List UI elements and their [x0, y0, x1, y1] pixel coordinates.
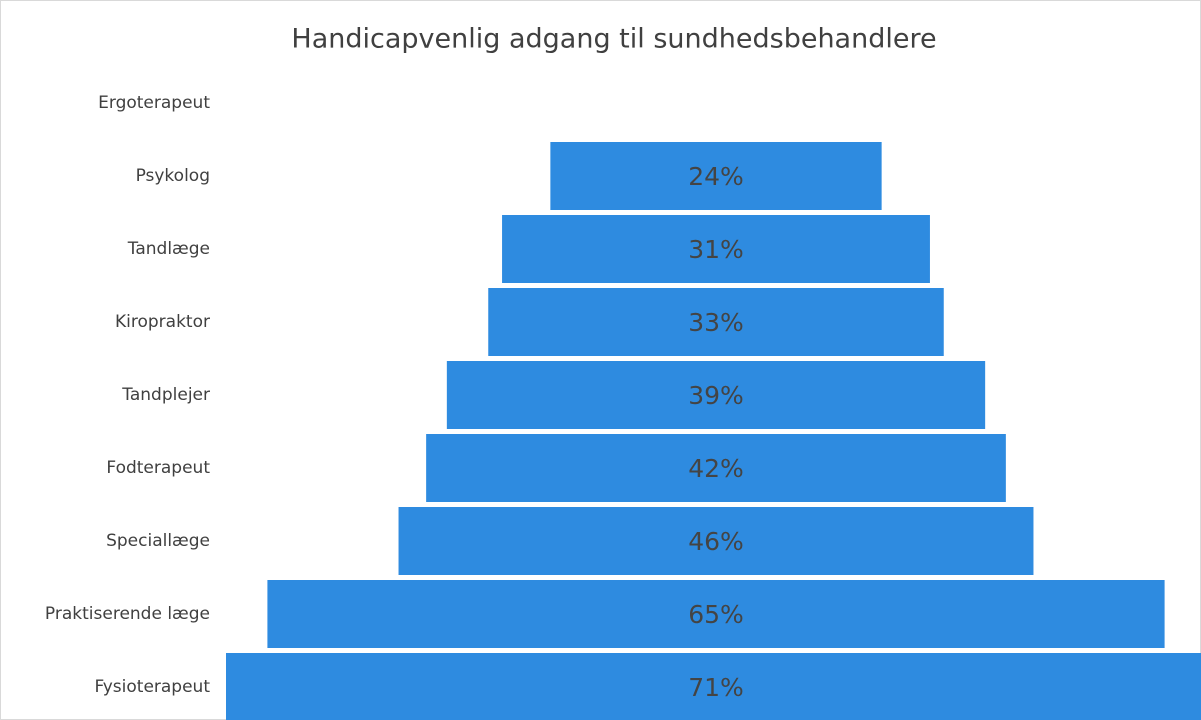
funnel-bar — [226, 653, 1201, 720]
funnel-bar — [488, 288, 944, 356]
funnel-bar — [398, 507, 1034, 575]
category-label: Kiropraktor — [115, 312, 210, 332]
value-label: 42% — [688, 454, 744, 483]
category-label: Tandlæge — [127, 239, 210, 259]
funnel-bar — [267, 580, 1165, 648]
funnel-bar — [446, 361, 986, 429]
category-label: Speciallæge — [106, 531, 210, 551]
category-label: Fodterapeut — [106, 458, 210, 478]
funnel-bar — [426, 434, 1006, 502]
value-label: 24% — [688, 162, 744, 191]
value-label: 65% — [688, 600, 744, 629]
category-label: Praktiserende læge — [45, 604, 210, 624]
value-label: 71% — [688, 673, 744, 702]
funnel-bar — [550, 142, 882, 210]
category-label: Tandplejer — [121, 385, 210, 405]
value-label: 39% — [688, 381, 744, 410]
category-label: Fysioterapeut — [95, 677, 211, 697]
category-label: Ergoterapeut — [98, 93, 210, 113]
value-label: 46% — [688, 527, 744, 556]
category-label: Psykolog — [136, 166, 210, 186]
chart-title: Handicapvenlig adgang til sundhedsbehand… — [291, 24, 936, 55]
funnel-bar — [502, 215, 930, 283]
value-label: 33% — [688, 308, 744, 337]
value-label: 31% — [688, 235, 744, 264]
